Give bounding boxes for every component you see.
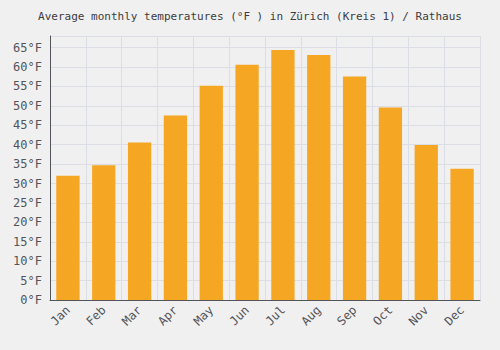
svg-text:Mar: Mar — [119, 303, 144, 328]
svg-text:Oct: Oct — [370, 303, 395, 328]
svg-text:Average monthly temperatures (: Average monthly temperatures (°F ) in Zü… — [38, 10, 462, 23]
svg-text:20°F: 20°F — [13, 215, 42, 229]
svg-text:Jul: Jul — [263, 303, 288, 328]
svg-text:5°F: 5°F — [20, 274, 42, 288]
svg-text:May: May — [191, 303, 216, 328]
svg-text:Nov: Nov — [406, 303, 431, 328]
svg-text:Dec: Dec — [442, 303, 467, 328]
svg-text:35°F: 35°F — [13, 157, 42, 171]
svg-text:Jun: Jun — [227, 303, 252, 328]
svg-text:Apr: Apr — [155, 303, 180, 328]
svg-text:15°F: 15°F — [13, 235, 42, 249]
svg-text:Feb: Feb — [83, 303, 108, 328]
svg-text:45°F: 45°F — [13, 118, 42, 132]
svg-text:50°F: 50°F — [13, 99, 42, 113]
svg-text:Sep: Sep — [334, 303, 359, 328]
svg-text:25°F: 25°F — [13, 196, 42, 210]
svg-text:65°F: 65°F — [13, 41, 42, 55]
svg-text:0°F: 0°F — [20, 293, 42, 307]
svg-text:60°F: 60°F — [13, 60, 42, 74]
svg-text:55°F: 55°F — [13, 79, 42, 93]
svg-text:40°F: 40°F — [13, 138, 42, 152]
svg-text:Aug: Aug — [298, 303, 323, 328]
svg-text:30°F: 30°F — [13, 177, 42, 191]
svg-text:Jan: Jan — [48, 303, 73, 328]
svg-text:10°F: 10°F — [13, 254, 42, 268]
